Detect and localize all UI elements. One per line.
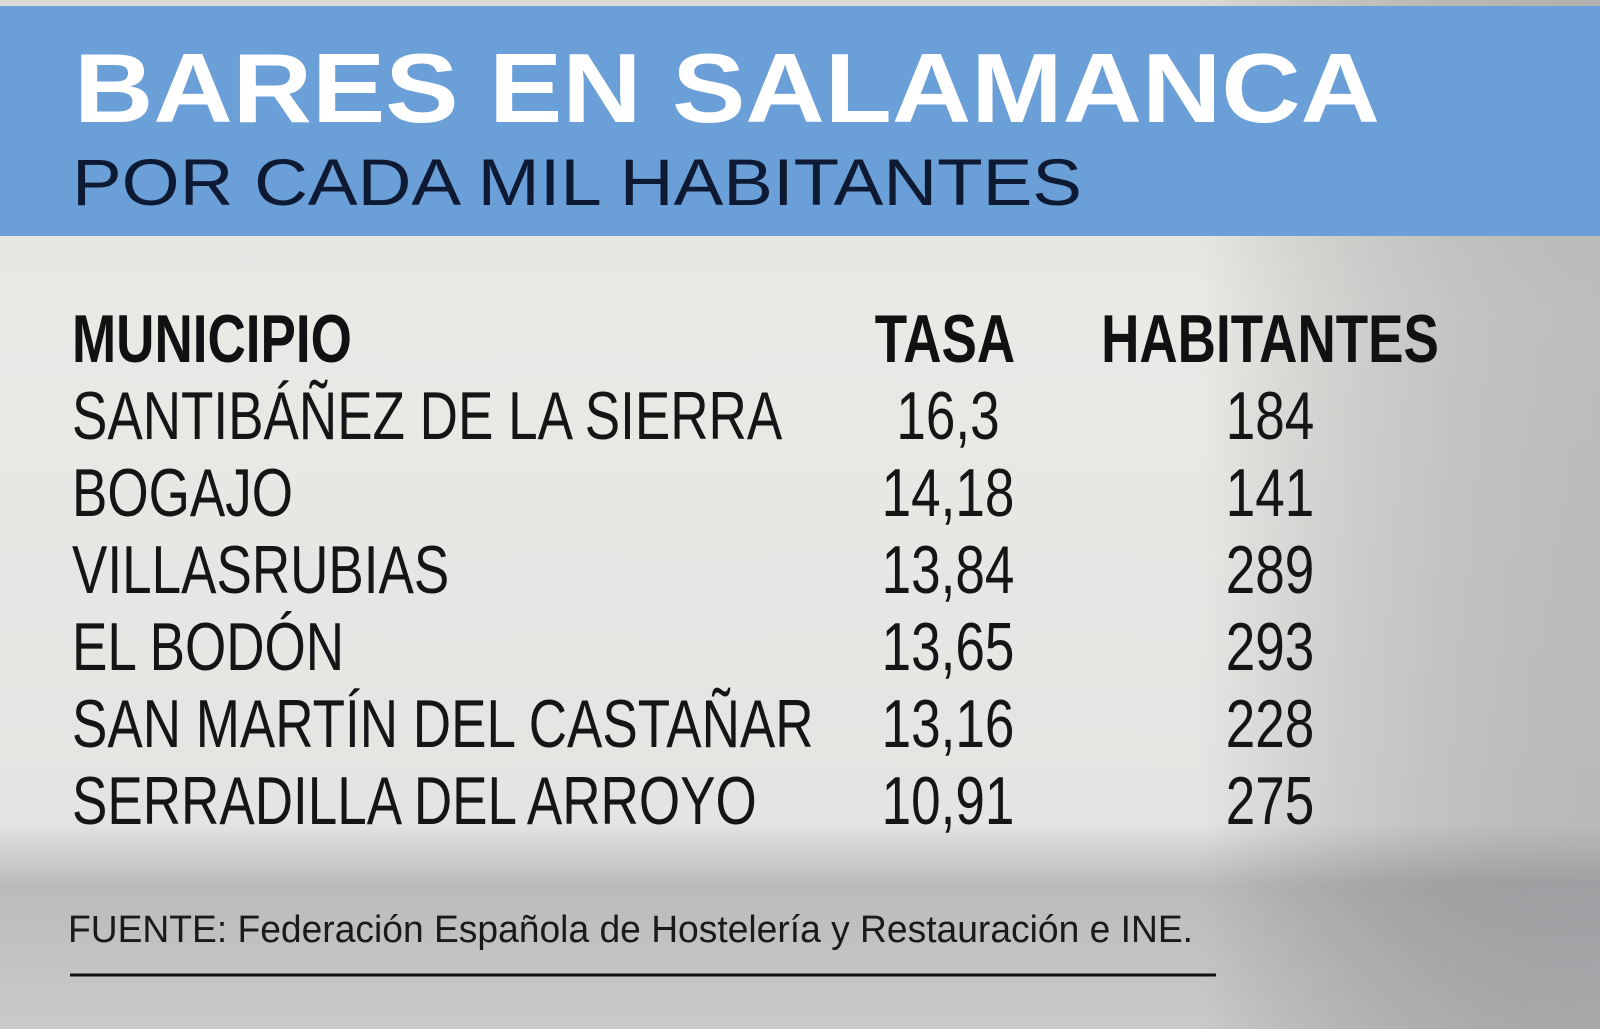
table-cell: 13,16 (882, 686, 1015, 762)
table-cell: SAN MARTÍN DEL CASTAÑAR (72, 686, 814, 762)
column-header: HABITANTES (1101, 301, 1439, 377)
table-cell: SERRADILLA DEL ARROYO (72, 763, 757, 839)
table-cell: 184 (1226, 378, 1314, 454)
header-band (0, 6, 1600, 236)
table-cell: BOGAJO (72, 455, 293, 531)
table-cell: VILLASRUBIAS (72, 532, 449, 608)
table-cell: 16,3 (896, 378, 999, 454)
subtitle: POR CADA MIL HABITANTES (72, 145, 1082, 219)
table: MUNICIPIO TASA HABITANTES SANTIBÁÑEZ DE LA … (72, 301, 1439, 839)
column-header: MUNICIPIO (72, 301, 352, 377)
table-cell: 289 (1226, 532, 1314, 608)
table-cell: 13,84 (882, 532, 1015, 608)
table-cell: EL BODÓN (72, 609, 344, 685)
table-cell: SANTIBÁÑEZ DE LA SIERRA (72, 378, 782, 454)
title: BARES EN SALAMANCA (74, 33, 1380, 143)
table-cell: 141 (1226, 455, 1314, 531)
table-cell: 293 (1226, 609, 1314, 685)
table-cell: 14,18 (882, 455, 1015, 531)
table-cell: 275 (1226, 763, 1314, 839)
table-cell: 13,65 (882, 609, 1015, 685)
table-cell: 10,91 (882, 763, 1015, 839)
column-header: TASA (875, 301, 1015, 377)
source: FUENTE: Federación Española de Hostelerí… (68, 909, 1193, 951)
table-cell: 228 (1226, 686, 1314, 762)
